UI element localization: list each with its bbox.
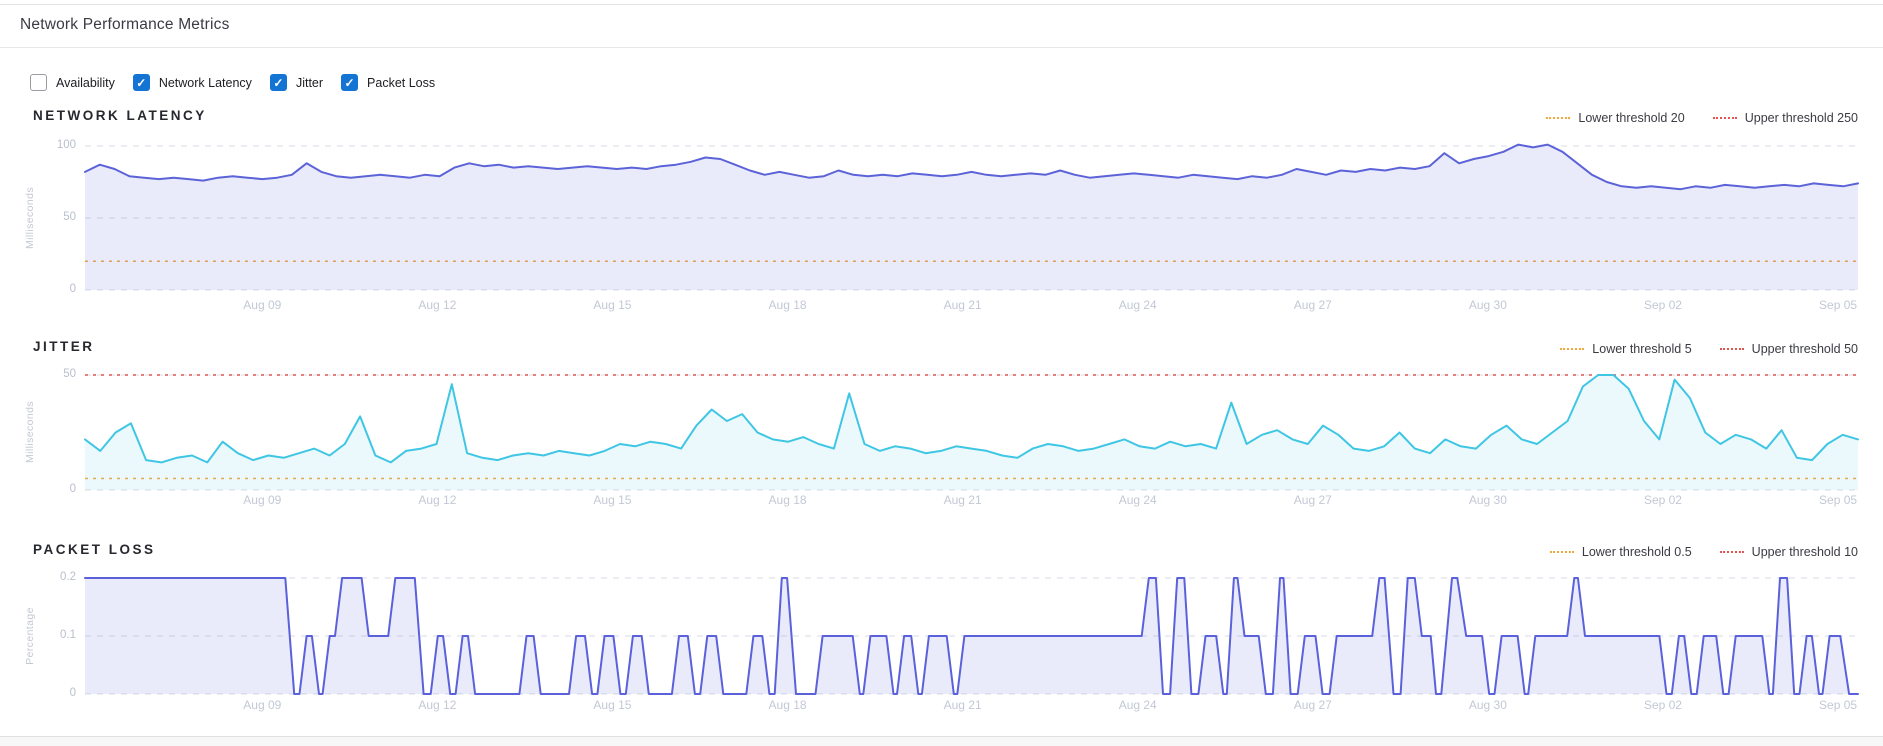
page-title: Network Performance Metrics <box>20 16 230 33</box>
filter-label: Availability <box>56 75 115 90</box>
chart-legend: Lower threshold 5 Upper threshold 50 <box>1560 342 1858 356</box>
x-axis-label: Sep 05 <box>1819 698 1858 712</box>
bottom-border <box>0 736 1883 737</box>
x-axis-label: Aug 24 <box>1118 698 1157 712</box>
x-axis-label: Aug 18 <box>768 698 807 712</box>
y-tick-label: 100 <box>56 139 76 151</box>
x-axis-labels: Aug 09 Aug 12 Aug 15 Aug 18 Aug 21 Aug 24 Aug … <box>85 493 1858 509</box>
legend-lower-threshold: Lower threshold 5 <box>1560 342 1692 356</box>
threshold-dotted-line-icon <box>1719 348 1744 350</box>
legend-lower-threshold: Lower threshold 0.5 <box>1549 545 1692 559</box>
chart-title: NETWORK LATENCY <box>33 108 207 123</box>
x-axis-label: Aug 30 <box>1468 698 1507 712</box>
x-axis-labels: Aug 09 Aug 12 Aug 15 Aug 18 Aug 21 Aug 24 Aug … <box>85 298 1858 314</box>
legend-label: Upper threshold 250 <box>1744 111 1858 125</box>
filters-row: Availability ✓ Network Latency ✓ Jitter ✓ Pack… <box>30 74 435 91</box>
plot-area <box>84 374 1859 491</box>
series-area <box>85 144 1858 290</box>
header-divider <box>0 47 1883 48</box>
x-axis-label: Sep 05 <box>1819 493 1858 507</box>
chart-title: JITTER <box>33 339 95 354</box>
x-axis-label: Aug 15 <box>593 298 632 312</box>
x-axis-label: Aug 27 <box>1293 698 1332 712</box>
x-axis-label: Aug 27 <box>1293 298 1332 312</box>
y-tick-label: 50 <box>63 368 76 380</box>
legend-label: Upper threshold 50 <box>1751 342 1858 356</box>
y-tick-label: 0.2 <box>60 571 76 583</box>
chart-title: PACKET LOSS <box>33 542 156 557</box>
y-axis-ticks: 50 0 <box>34 368 76 495</box>
filter-label: Jitter <box>295 75 324 90</box>
y-tick-label: 0 <box>69 687 76 699</box>
threshold-dotted-line-icon <box>1560 348 1585 350</box>
x-axis-label: Aug 24 <box>1118 298 1157 312</box>
filter-packet-loss[interactable]: ✓ Packet Loss <box>341 74 435 91</box>
legend-label: Lower threshold 20 <box>1578 111 1685 125</box>
x-axis-label: Aug 09 <box>243 698 282 712</box>
legend-upper-threshold: Upper threshold 10 <box>1719 545 1858 559</box>
x-axis-label: Aug 27 <box>1293 493 1332 507</box>
plot-area <box>84 577 1859 695</box>
filter-label: Packet Loss <box>367 75 436 90</box>
legend-label: Lower threshold 5 <box>1592 342 1692 356</box>
x-axis-label: Aug 12 <box>418 493 457 507</box>
legend-upper-threshold: Upper threshold 50 <box>1719 342 1858 356</box>
x-axis-label: Aug 30 <box>1468 493 1507 507</box>
legend-upper-threshold: Upper threshold 250 <box>1712 111 1858 125</box>
plot-area <box>84 143 1859 291</box>
x-axis-label: Aug 21 <box>943 698 982 712</box>
x-axis-label: Aug 15 <box>593 493 632 507</box>
series-area <box>85 375 1858 490</box>
x-axis-label: Aug 24 <box>1118 493 1157 507</box>
page-header: Network Performance Metrics <box>0 5 1883 47</box>
series-line <box>84 374 1859 464</box>
legend-label: Upper threshold 10 <box>1751 545 1858 559</box>
y-tick-label: 0 <box>69 283 76 295</box>
threshold-dotted-line-icon <box>1546 117 1571 119</box>
checkbox-checked-icon[interactable]: ✓ <box>341 74 359 91</box>
chart-section-jitter: JITTER Lower threshold 5 Upper threshold … <box>0 337 1883 529</box>
x-axis-label: Aug 18 <box>768 298 807 312</box>
chart-legend: Lower threshold 0.5 Upper threshold 10 <box>1549 545 1858 559</box>
series-line <box>84 577 1859 695</box>
filter-network-latency[interactable]: ✓ Network Latency <box>132 74 252 91</box>
filter-availability[interactable]: Availability <box>30 74 115 91</box>
legend-lower-threshold: Lower threshold 20 <box>1546 111 1685 125</box>
y-tick-label: 0.1 <box>60 629 76 641</box>
x-axis-label: Aug 09 <box>243 298 282 312</box>
bottom-strip <box>0 737 1883 746</box>
x-axis-label: Sep 05 <box>1819 298 1858 312</box>
chart-section-packet-loss: PACKET LOSS Lower threshold 0.5 Upper thr… <box>0 540 1883 736</box>
x-axis-label: Aug 12 <box>418 298 457 312</box>
y-tick-label: 50 <box>63 211 76 223</box>
y-axis-ticks: 0.2 0.1 0 <box>34 571 76 699</box>
y-axis-ticks: 100 50 0 <box>34 139 76 295</box>
x-axis-label: Sep 02 <box>1643 698 1682 712</box>
threshold-dotted-line-icon <box>1549 551 1574 553</box>
x-axis-label: Aug 15 <box>593 698 632 712</box>
legend-label: Lower threshold 0.5 <box>1581 545 1692 559</box>
x-axis-label: Aug 18 <box>768 493 807 507</box>
x-axis-label: Aug 21 <box>943 493 982 507</box>
y-tick-label: 0 <box>69 483 76 495</box>
top-border <box>0 4 1883 5</box>
x-axis-label: Aug 30 <box>1468 298 1507 312</box>
checkbox-checked-icon[interactable]: ✓ <box>132 74 150 91</box>
checkbox-unchecked-icon[interactable] <box>30 74 47 91</box>
x-axis-label: Aug 21 <box>943 298 982 312</box>
chart-legend: Lower threshold 20 Upper threshold 250 <box>1546 111 1858 125</box>
x-axis-label: Sep 02 <box>1643 298 1682 312</box>
series-line <box>84 143 1859 191</box>
filter-jitter[interactable]: ✓ Jitter <box>269 74 324 91</box>
checkbox-checked-icon[interactable]: ✓ <box>269 74 287 91</box>
filter-label: Network Latency <box>158 75 252 90</box>
x-axis-label: Aug 09 <box>243 493 282 507</box>
threshold-dotted-line-icon <box>1712 117 1737 119</box>
threshold-dotted-line-icon <box>1719 551 1744 553</box>
x-axis-label: Aug 12 <box>418 698 457 712</box>
x-axis-label: Sep 02 <box>1643 493 1682 507</box>
x-axis-labels: Aug 09 Aug 12 Aug 15 Aug 18 Aug 21 Aug 24 Aug … <box>85 698 1858 714</box>
chart-section-network-latency: NETWORK LATENCY Lower threshold 20 Upper … <box>0 106 1883 324</box>
